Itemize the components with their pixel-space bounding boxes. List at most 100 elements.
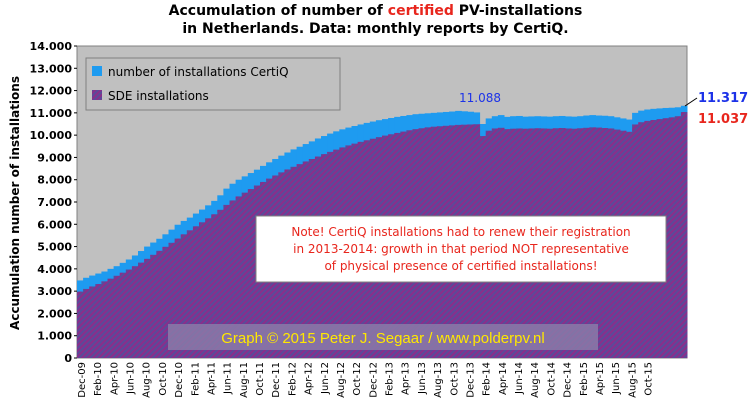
x-tick-label: Apr-14 (498, 362, 509, 395)
bar-sde (131, 266, 139, 358)
x-tick-label: Oct-15 (644, 362, 655, 396)
chart-title-line-2: in Netherlands. Data: monthly reports by… (182, 21, 569, 37)
x-tick-label: Feb-12 (287, 362, 298, 396)
bar-sde (211, 214, 218, 358)
y-tick-label: 14.000 (30, 40, 73, 53)
x-tick-label: Aug-12 (336, 362, 347, 398)
x-tick-label: Apr-10 (109, 362, 120, 395)
credit-background (168, 324, 598, 350)
chart-title: Accumulation of number of certified PV-i… (0, 2, 751, 38)
note-background (255, 215, 667, 283)
y-tick-label: 4.000 (37, 263, 72, 276)
x-tick-label: Oct-14 (546, 362, 557, 396)
x-tick-label: Dec-14 (563, 362, 574, 398)
y-axis-label: Accumulation number of installations (8, 76, 22, 330)
bar-sde (107, 278, 115, 358)
y-tick-label: 10.000 (30, 129, 73, 142)
x-tick-label: Apr-12 (304, 362, 315, 395)
x-tick-label: Apr-11 (206, 362, 217, 395)
bar-sde (162, 246, 169, 358)
legend-swatch-certiq (92, 66, 102, 76)
bar-sde (680, 112, 688, 359)
x-tick-label: Dec-09 (77, 362, 88, 398)
x-tick-label: Jun-14 (514, 362, 525, 395)
bar-sde (235, 196, 243, 358)
bar-sde (168, 242, 176, 358)
x-tick-label: Jun-15 (611, 362, 622, 395)
chart-title-line-1: Accumulation of number of certified PV-i… (0, 2, 751, 20)
credit-text: Graph © 2015 Peter J. Segaar / www.polde… (221, 330, 544, 347)
x-tick-label: Aug-13 (433, 362, 444, 398)
y-tick-label: 11.000 (30, 107, 73, 120)
x-tick-label: Dec-12 (368, 362, 379, 398)
bar-sde (83, 288, 90, 358)
x-tick-label: Apr-13 (401, 362, 412, 395)
x-tick-label: Feb-10 (93, 362, 104, 396)
x-tick-label: Oct-11 (255, 362, 266, 396)
y-tick-label: 13.000 (30, 62, 73, 75)
x-tick-label: Dec-11 (271, 362, 282, 398)
bar-sde (119, 272, 127, 358)
x-tick-label: Aug-15 (627, 362, 638, 398)
bar-sde (89, 286, 96, 358)
x-tick-label: Aug-10 (142, 362, 153, 398)
x-tick-label: Jun-13 (417, 362, 428, 395)
x-tick-label: Feb-14 (482, 362, 493, 396)
bar-sde (138, 262, 145, 358)
bar-sde (150, 254, 157, 358)
bar-sde (205, 218, 212, 358)
bar-sde (186, 230, 194, 358)
x-axis-tick-labels: Dec-09 Feb-10 Apr-10 Jun-10 Aug-10 Oct-10 Dec-… (77, 362, 655, 398)
bar-sde (229, 200, 237, 358)
bar-sde (174, 238, 182, 358)
annotation-last-certiq: 11.317 (698, 91, 748, 106)
legend-label-sde: SDE installations (108, 89, 209, 103)
bar-sde (144, 258, 151, 358)
title-text-end: PV-installations (453, 3, 583, 19)
bar-sde (192, 226, 200, 358)
y-tick-label: 6.000 (37, 218, 72, 231)
bar-sde (101, 281, 108, 358)
note-line-2: in 2013-2014: growth in that period NOT … (293, 242, 629, 256)
x-tick-label: Jun-11 (223, 362, 234, 395)
legend-swatch-sde (92, 90, 102, 100)
y-tick-label: 0 (64, 352, 72, 365)
x-tick-label: Apr-15 (595, 362, 606, 395)
bar-sde (77, 291, 84, 358)
legend-label-certiq: number of installations CertiQ (108, 65, 289, 79)
bar-sde (241, 192, 249, 358)
y-axis-tick-labels: 0 1.000 2.000 3.000 4.000 5.000 6.000 7.000 8.00… (30, 40, 77, 365)
y-tick-label: 12.000 (30, 85, 73, 98)
annotation-pointer-certiq (684, 97, 698, 107)
title-highlight-certified: certified (387, 3, 454, 19)
y-tick-label: 7.000 (37, 196, 72, 209)
annotation-peak-value: 11.088 (459, 91, 501, 105)
note-box: Note! CertiQ installations had to renew … (255, 215, 667, 283)
x-tick-label: Jun-12 (320, 362, 331, 395)
bar-sde (180, 234, 188, 358)
bar-sde (113, 275, 121, 358)
bar-sde (223, 204, 230, 358)
y-tick-label: 8.000 (37, 174, 72, 187)
y-tick-label: 9.000 (37, 151, 72, 164)
title-text-start: Accumulation of number of (168, 3, 388, 19)
y-tick-label: 5.000 (37, 241, 72, 254)
bar-sde (217, 209, 224, 358)
legend-box (85, 57, 341, 111)
x-tick-label: Oct-10 (158, 362, 169, 396)
bar-sde (156, 250, 163, 358)
x-tick-label: Oct-13 (449, 362, 460, 396)
note-line-1: Note! CertiQ installations had to renew … (291, 225, 630, 239)
x-tick-label: Oct-12 (352, 362, 363, 396)
x-tick-label: Jun-10 (126, 362, 137, 395)
x-tick-label: Dec-10 (174, 362, 185, 398)
bar-sde (95, 284, 102, 358)
x-tick-label: Feb-11 (190, 362, 201, 396)
y-tick-label: 2.000 (37, 307, 72, 320)
bar-sde (125, 269, 133, 358)
annotation-last-sde: 11.037 (698, 112, 748, 127)
x-tick-label: Aug-11 (239, 362, 250, 398)
x-tick-label: Aug-14 (530, 362, 541, 398)
bar-sde (247, 189, 255, 358)
